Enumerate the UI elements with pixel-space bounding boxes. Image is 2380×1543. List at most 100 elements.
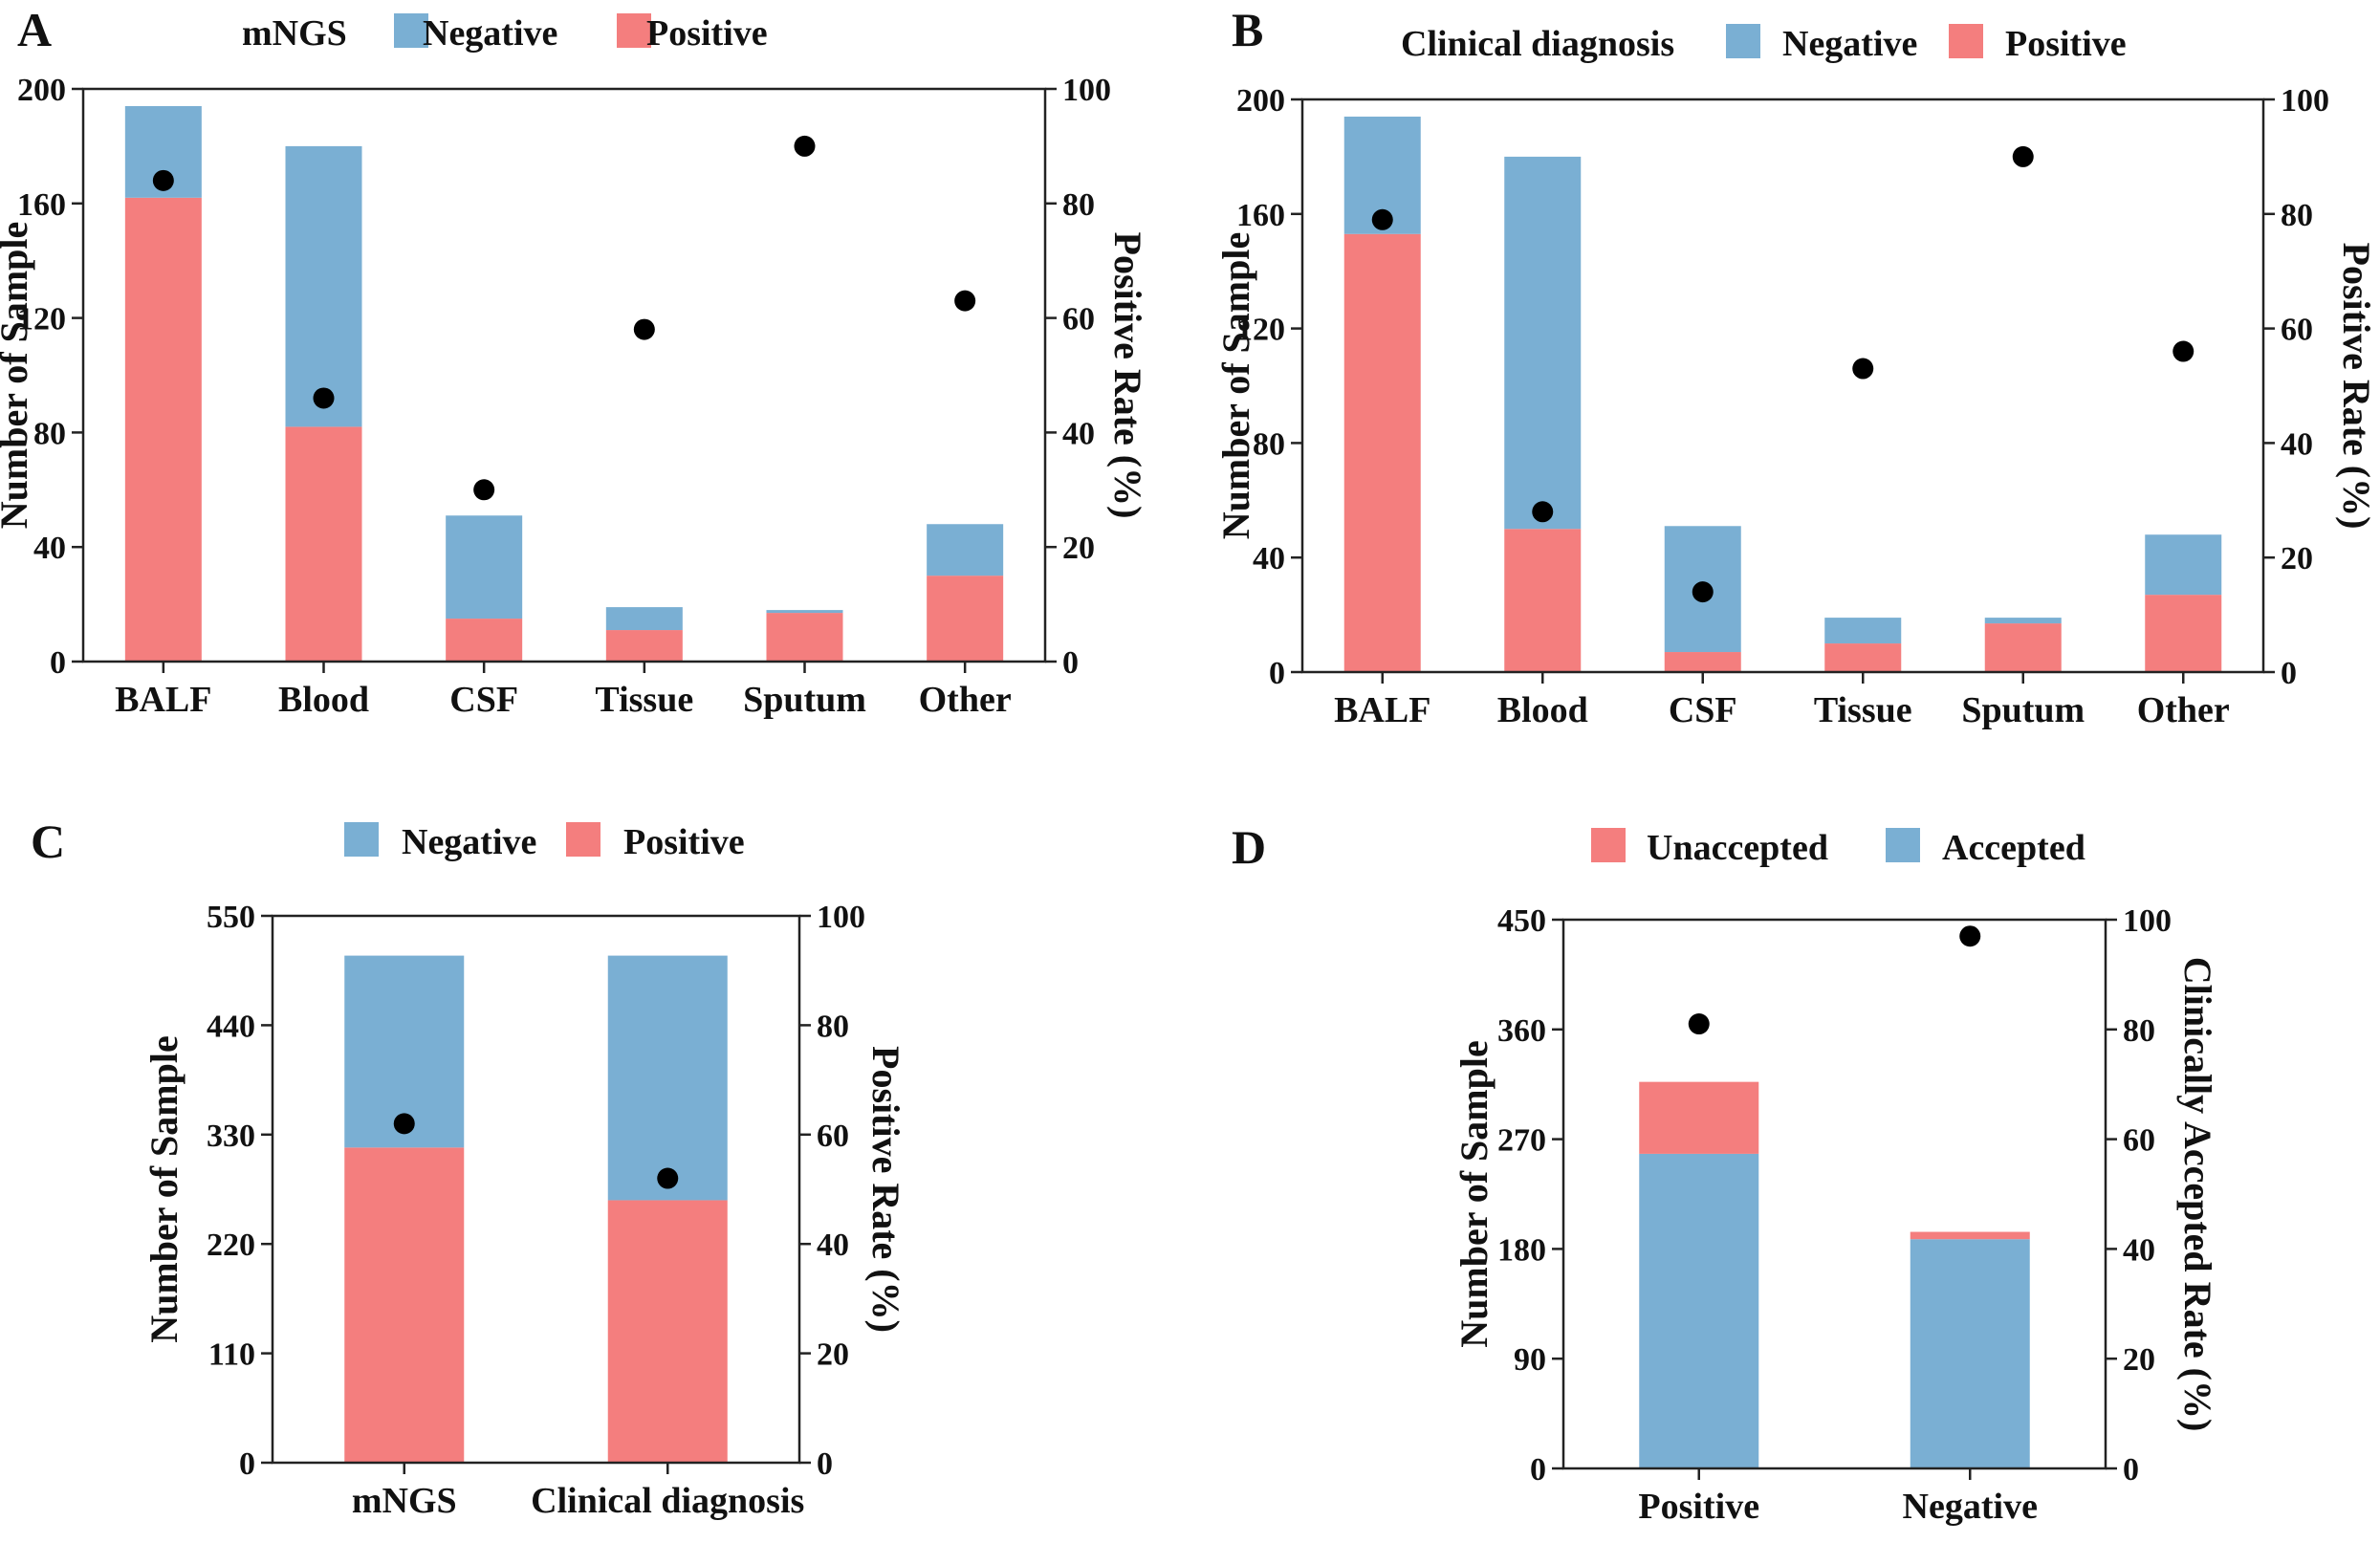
bar-negative [1984, 618, 2062, 624]
plot-frame [271, 914, 801, 1465]
bar-positive [607, 1200, 728, 1463]
legend-title: Clinical diagnosis [1401, 24, 1674, 64]
panel-a: A mNGS Negative Positive 0 40 80 120 160 200 0 20… [0, 3, 1149, 720]
y-tick-label: 0 [1269, 656, 1285, 691]
y2-tick-label: 80 [2281, 198, 2313, 233]
bar-negative [2145, 534, 2222, 596]
x-tick-label: CSF [1669, 690, 1737, 730]
x-tick-label: BALF [115, 680, 211, 720]
x-tick-label: CSF [449, 680, 518, 720]
legend: Clinical diagnosis Negative Positive [1401, 24, 2127, 64]
y-axis-label: Number of Sample [0, 222, 35, 529]
y-tick-label: 90 [1514, 1342, 1546, 1378]
bar-positive [1824, 643, 1902, 672]
rate-dot [1532, 501, 1554, 523]
plot-frame [81, 87, 1047, 663]
bar-negative [766, 610, 843, 614]
rate-dot [657, 1167, 679, 1189]
bar-positive [927, 576, 1004, 662]
y2-tick-label: 40 [2281, 426, 2313, 462]
x-tick-label: Sputum [1961, 690, 2085, 730]
y-tick-label: 330 [207, 1119, 255, 1154]
legend-label: Positive [623, 822, 745, 862]
plot-area: 0 90 180 270 360 450 0 20 40 60 80 100 Positive Negat… [1452, 903, 2219, 1527]
rate-dot [1852, 358, 1874, 380]
bar-positive [124, 197, 202, 662]
bar-positive [285, 426, 362, 662]
legend-swatch-negative [394, 13, 428, 48]
y-tick-label: 220 [207, 1228, 255, 1263]
rate-dot [1692, 581, 1714, 603]
bar-positive [1504, 529, 1582, 672]
y2-tick-label: 80 [817, 1009, 849, 1044]
legend-label: Positive [646, 13, 768, 54]
y2-axis-label: Positive Rate (%) [1106, 232, 1149, 519]
y-tick-label: 160 [17, 187, 66, 223]
y-tick-label: 180 [1497, 1232, 1546, 1268]
y-tick-label: 110 [208, 1337, 255, 1373]
y-axis-label: Number of Sample [1214, 232, 1257, 539]
panel-label: C [31, 815, 65, 868]
x-tick-label: Blood [1497, 690, 1588, 730]
rate-dot [954, 290, 976, 312]
plot-area: 0 110 220 330 440 550 0 20 40 60 80 100 mNGS Clinical… [142, 900, 907, 1521]
bar-positive [1343, 233, 1421, 672]
x-tick-label: Other [919, 680, 1012, 720]
y2-tick-label: 100 [817, 900, 865, 935]
bar-positive [605, 630, 683, 662]
panel-label: B [1232, 3, 1263, 56]
y-axis-label: Number of Sample [1452, 1040, 1496, 1347]
rate-dot [633, 318, 655, 340]
legend-swatch-positive [1949, 24, 1983, 58]
y2-tick-label: 60 [817, 1119, 849, 1154]
y2-axis-label: Positive Rate (%) [864, 1046, 907, 1333]
rate-dot [152, 169, 174, 191]
bar-positive [1984, 623, 2062, 672]
bar-negative [1824, 618, 1902, 644]
y-tick-label: 360 [1497, 1013, 1546, 1049]
panel-label: A [17, 3, 52, 56]
legend-label: Positive [2005, 24, 2127, 64]
plot-frame [1561, 918, 2107, 1470]
plot-area: 0 40 80 120 160 200 0 20 40 60 80 100 BALF Blood CSF Ti… [1214, 83, 2378, 730]
legend-title: mNGS [242, 13, 347, 54]
bar-negative [446, 515, 523, 619]
rate-dot [2012, 145, 2034, 167]
bar-positive [766, 613, 843, 662]
x-tick-label: Other [2137, 690, 2230, 730]
legend-swatch-positive [617, 13, 651, 48]
x-tick-label: Tissue [595, 680, 693, 720]
legend-label: Negative [423, 13, 557, 54]
y-tick-label: 80 [1253, 426, 1285, 462]
bar-negative [1639, 1153, 1759, 1468]
legend-label: Negative [402, 822, 536, 862]
y-tick-label: 200 [17, 73, 66, 108]
y2-tick-label: 60 [2123, 1123, 2155, 1159]
y2-tick-label: 60 [1062, 302, 1095, 337]
rate-dot [313, 387, 335, 409]
y2-tick-label: 40 [2123, 1232, 2155, 1268]
panel-d: D Unaccepted Accepted 0 90 180 270 360 450 0 20 4… [1232, 820, 2219, 1527]
y-tick-label: 120 [17, 302, 66, 337]
y-tick-label: 0 [50, 645, 66, 681]
y-tick-label: 270 [1497, 1123, 1546, 1159]
bar-positive [1910, 1231, 2030, 1240]
legend: mNGS Negative Positive [242, 13, 768, 54]
bar-positive [446, 619, 523, 662]
y-tick-label: 40 [1253, 541, 1285, 576]
y2-tick-label: 60 [2281, 313, 2313, 348]
panel-b: B Clinical diagnosis Negative Positive 0 40… [1214, 3, 2378, 730]
x-tick-label: Clinical diagnosis [531, 1481, 804, 1521]
bar-negative [1910, 1239, 2030, 1468]
bar-positive [344, 1147, 465, 1463]
legend-swatch-positive [566, 822, 600, 857]
y-tick-label: 40 [33, 531, 66, 566]
y-tick-label: 550 [207, 900, 255, 935]
x-tick-label: mNGS [352, 1481, 457, 1521]
y-tick-label: 0 [239, 1446, 255, 1482]
y2-tick-label: 80 [2123, 1013, 2155, 1049]
y2-tick-label: 100 [2281, 83, 2329, 119]
x-tick-label: Sputum [743, 680, 866, 720]
legend-swatch-positive [1591, 828, 1626, 862]
